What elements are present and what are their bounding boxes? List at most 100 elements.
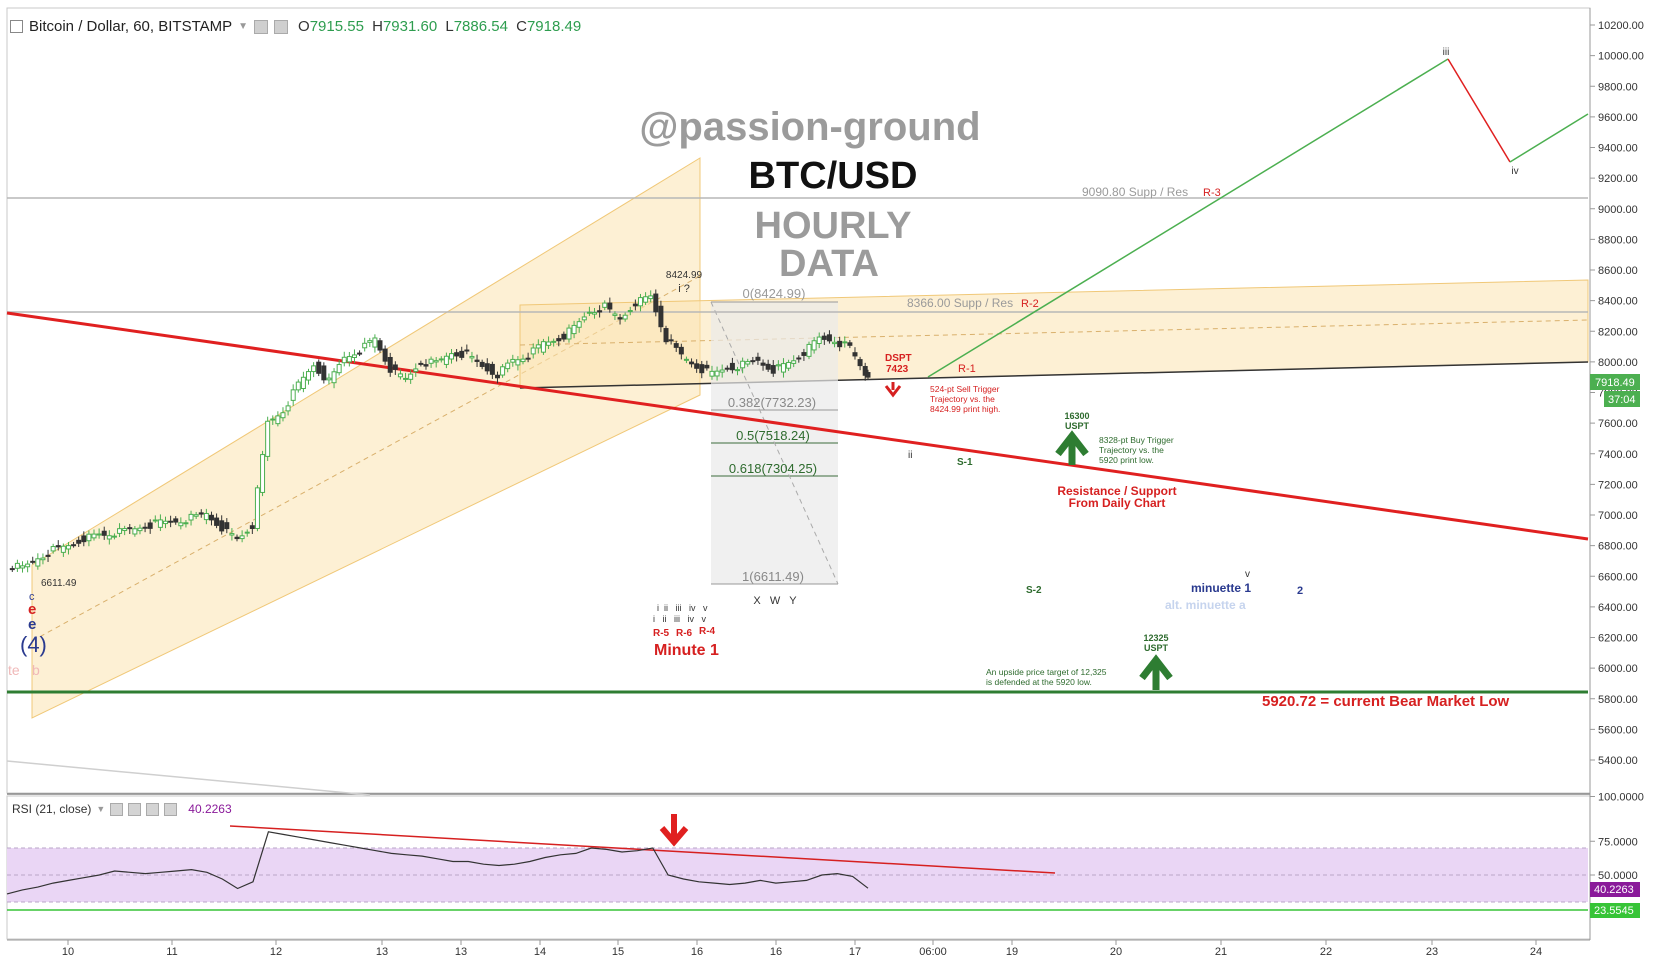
green-up-arrow-2 — [1139, 654, 1173, 690]
candle-body — [408, 373, 414, 380]
candle-body — [745, 361, 751, 365]
uspt2-label: USPT — [1144, 643, 1169, 653]
candle-body — [76, 539, 82, 544]
last-price-tag-bg — [1590, 374, 1640, 390]
visibility-icon[interactable] — [254, 19, 269, 34]
candle-body — [362, 342, 368, 349]
v-label: v — [1245, 569, 1250, 580]
candle-body — [96, 533, 102, 536]
candle-body — [214, 517, 220, 526]
candle-body — [331, 371, 337, 384]
rsi-tick-label: 75.0000 — [1598, 836, 1638, 848]
rsi-dropdown-icon[interactable]: ▼ — [96, 804, 106, 814]
candle-body — [837, 340, 843, 348]
fib-1-label: 1(6611.49) — [742, 569, 804, 584]
candle-body — [295, 381, 301, 391]
candle-body — [865, 372, 871, 378]
time-tick-label: 21 — [1215, 946, 1227, 958]
price-tick-label: 5600.00 — [1598, 724, 1638, 736]
candle-body — [9, 568, 15, 571]
peak-wave-label: i ? — [678, 283, 690, 295]
peak-label: 8424.99 — [666, 270, 703, 281]
rsi-settings-icon[interactable] — [128, 802, 142, 816]
candle-body — [249, 525, 255, 529]
rsi-header: RSI (21, close) ▼ 40.2263 — [12, 802, 232, 816]
time-tick-label: 14 — [534, 946, 546, 958]
candle-body — [719, 369, 725, 373]
candle-body — [658, 305, 664, 328]
candle-body — [224, 522, 230, 530]
symbol-dropdown-icon[interactable]: ▼ — [238, 21, 249, 32]
candle-body — [683, 358, 689, 361]
green-up-arrow-1 — [1055, 430, 1089, 465]
candle-body — [479, 361, 485, 367]
candle-body — [341, 356, 347, 364]
candle-body — [265, 420, 271, 457]
collapse-toggle-icon[interactable] — [10, 20, 23, 33]
low-value: 7886.54 — [453, 18, 508, 35]
candle-body — [428, 358, 434, 364]
candle-body — [505, 362, 511, 370]
wave-e-blue-label: e — [28, 616, 36, 633]
candle-body — [14, 562, 20, 569]
price-tick-label: 8200.00 — [1598, 326, 1638, 338]
candle-body — [152, 519, 158, 522]
candle-body — [484, 363, 490, 372]
candle-body — [142, 526, 148, 529]
candle-body — [336, 364, 342, 374]
candle-body — [198, 512, 204, 515]
candle-body — [81, 535, 87, 543]
buy-note-3: 5920 print low. — [1099, 455, 1154, 465]
rsi-title[interactable]: RSI (21, close) — [12, 802, 92, 816]
candle-body — [357, 352, 363, 355]
candle-body — [127, 527, 133, 530]
time-tick-label: 16 — [770, 946, 782, 958]
projection-up-path — [927, 58, 1449, 378]
rsi-header-value: 40.2263 — [188, 802, 232, 816]
candle-body — [765, 363, 771, 370]
rsi-close-icon[interactable] — [164, 802, 178, 816]
candle-body — [60, 545, 66, 553]
candle-body — [346, 356, 352, 363]
uspt2-value: 12325 — [1143, 633, 1168, 643]
candle-body — [147, 522, 153, 529]
rsi-tick-label: 100.0000 — [1598, 792, 1644, 804]
fib-382-label: 0.382(7732.23) — [728, 395, 816, 410]
red-down-arrow-small — [884, 382, 902, 398]
candle-body — [643, 296, 649, 303]
candle-body — [811, 340, 817, 351]
candle-body — [714, 370, 720, 377]
wave-2-label: 2 — [1297, 585, 1303, 597]
high-value: 7931.60 — [382, 18, 438, 35]
candle-body — [55, 545, 61, 548]
sell-note-3: 8424.99 print high. — [930, 404, 1000, 414]
settings-icon[interactable] — [274, 19, 289, 34]
candle-body — [673, 343, 679, 348]
price-tick-label: 7200.00 — [1598, 479, 1638, 491]
candle-body — [111, 535, 117, 538]
price-tick-label: 5400.00 — [1598, 755, 1638, 767]
candle-body — [20, 565, 26, 569]
projection-up-path-2 — [1509, 113, 1589, 163]
rsi-visibility-icon[interactable] — [110, 802, 124, 816]
buy-note-2: Trajectory vs. the — [1099, 445, 1164, 455]
candle-body — [321, 365, 327, 381]
candle-body — [576, 321, 582, 328]
faint-b-label: b — [32, 662, 40, 678]
candle-body — [546, 341, 552, 346]
candle-body — [413, 368, 419, 372]
time-tick-label: 11 — [166, 946, 177, 958]
candle-body — [724, 367, 730, 370]
candle-body — [530, 347, 536, 355]
candle-body — [540, 341, 546, 353]
candle-body — [397, 373, 403, 378]
res-sup-label-1: Resistance / Support — [1057, 484, 1176, 498]
candle-body — [637, 297, 643, 307]
s1-label: S-1 — [957, 457, 973, 468]
candle-body — [704, 364, 710, 369]
rsi-add-icon[interactable] — [146, 802, 160, 816]
candle-body — [40, 557, 46, 561]
candle-body — [729, 362, 735, 371]
symbol-title[interactable]: Bitcoin / Dollar, 60, BITSTAMP — [29, 18, 233, 35]
